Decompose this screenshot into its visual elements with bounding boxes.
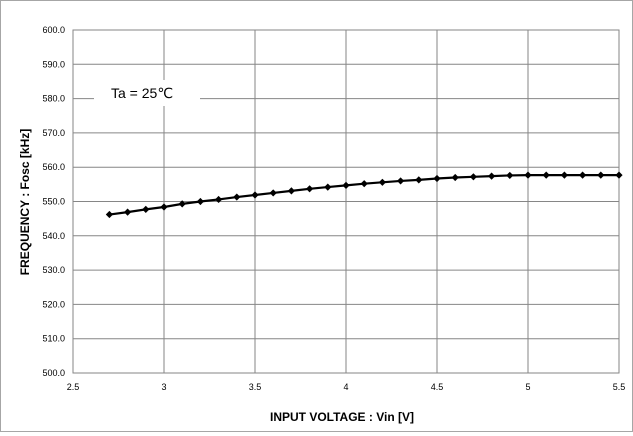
data-point-marker: [415, 176, 423, 184]
data-point-marker: [615, 171, 623, 179]
data-point-marker: [142, 205, 150, 213]
data-point-marker: [269, 189, 277, 197]
x-axis-title: INPUT VOLTAGE : Vin [V]: [270, 410, 414, 424]
data-point-marker: [488, 172, 496, 180]
x-tick-label: 2.5: [67, 382, 80, 392]
x-tick-label: 5: [525, 382, 530, 392]
data-point-marker: [378, 178, 386, 186]
y-tick-label: 570.0: [42, 128, 65, 138]
y-tick-label: 530.0: [42, 265, 65, 275]
data-point-marker: [160, 203, 168, 211]
data-point-marker: [233, 193, 241, 201]
data-point-marker: [215, 195, 223, 204]
data-point-marker: [506, 171, 514, 180]
x-tick-label: 3.5: [249, 382, 262, 392]
data-point-marker: [451, 173, 459, 182]
x-tick-label: 3: [161, 382, 166, 392]
data-point-marker: [196, 197, 204, 206]
y-tick-label: 540.0: [42, 231, 65, 241]
y-tick-label: 520.0: [42, 299, 65, 309]
y-tick-label: 500.0: [42, 368, 65, 378]
data-point-marker: [360, 180, 368, 188]
annotation-box: [94, 80, 200, 106]
y-tick-label: 560.0: [42, 162, 65, 172]
data-point-marker: [560, 171, 568, 179]
data-point-marker: [124, 208, 132, 216]
y-tick-label: 550.0: [42, 197, 65, 207]
plot-area-border: [72, 29, 620, 374]
data-point-marker: [342, 181, 350, 189]
data-point-marker: [542, 171, 550, 179]
y-tick-label: 600.0: [42, 25, 65, 35]
data-point-marker: [306, 185, 314, 193]
data-point-marker: [433, 174, 441, 183]
y-tick-label: 510.0: [42, 334, 65, 344]
data-point-marker: [251, 191, 259, 199]
annotation-label: Ta = 25℃: [111, 85, 173, 101]
x-tick-labels: 2.5 3 3.5 4 4.5 5 5.5: [67, 382, 626, 392]
data-point-marker: [105, 210, 113, 219]
x-tick-label: 5.5: [613, 382, 626, 392]
data-point-marker: [524, 171, 532, 179]
y-tick-label: 590.0: [42, 59, 65, 69]
data-point-marker: [178, 200, 186, 208]
x-tick-label: 4: [343, 382, 348, 392]
series-layer: [105, 171, 623, 219]
data-point-marker: [597, 171, 605, 179]
data-point-marker: [469, 173, 477, 181]
y-axis-title: FREQUENCY : Fosc [kHz]: [18, 129, 32, 275]
data-point-marker: [397, 177, 405, 185]
y-tick-label: 580.0: [42, 94, 65, 104]
data-point-marker: [287, 187, 295, 195]
data-point-marker: [324, 183, 332, 191]
data-point-marker: [579, 171, 587, 179]
x-tick-label: 4.5: [431, 382, 444, 392]
y-tick-labels: 500.0 510.0 520.0 530.0 540.0 550.0 560.0 570.0…: [42, 25, 65, 378]
